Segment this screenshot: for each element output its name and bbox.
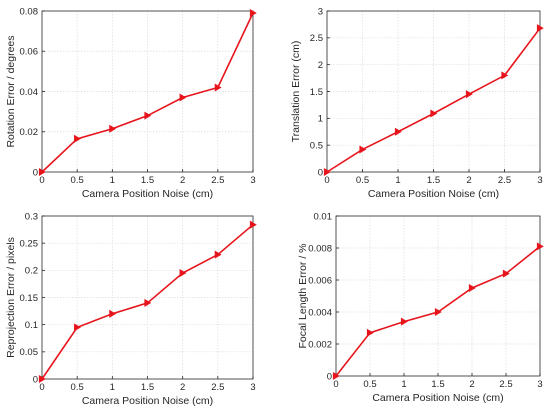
chart-panel-2: 0 0.5 1 1.5 2 2.5 3 0 0.5 1 1.5 2 2.5 3 Camera Positio… (290, 6, 544, 200)
y-tick-label: 0.002 (308, 339, 332, 350)
data-point-marker (38, 374, 46, 384)
data-point-marker (249, 220, 257, 229)
y-tick-label: 0.08 (20, 6, 39, 17)
y-tick-label: 0.1 (25, 320, 38, 331)
data-point-marker (249, 8, 257, 18)
y-tick-label: 0 (318, 167, 323, 178)
data-point-marker (74, 134, 81, 143)
x-tick-label: 2.5 (211, 382, 224, 393)
y-tick-label: 3 (318, 6, 323, 17)
y-tick-label: 1 (318, 114, 323, 125)
chart-panel-3: 0 0.5 1 1.5 2 2.5 3 0 0.05 0.1 0.15 0.2 0.25 0.3 Camer… (5, 211, 257, 407)
data-point-marker (214, 250, 222, 259)
x-axis-label: Camera Position Noise (cm) (368, 188, 499, 200)
y-axis-label: Rotation Error / degrees (5, 35, 17, 147)
data-point-marker (144, 298, 152, 307)
y-tick-label: 0.006 (308, 275, 332, 286)
x-tick-label: 2.5 (211, 175, 224, 186)
x-tick-label: 3 (537, 379, 542, 390)
data-point-marker (502, 269, 510, 278)
chart-panel-4: 0 0.5 1 1.5 2 2.5 3 0 0.002 0.004 0.006 0.008 0.01 Ca… (297, 211, 544, 404)
x-tick-label: 2 (469, 379, 474, 390)
x-axis-label: Camera Position Noise (cm) (82, 188, 213, 200)
x-tick-label: 0.5 (71, 382, 84, 393)
x-tick-label: 1 (395, 175, 400, 186)
data-point-marker (536, 24, 544, 33)
data-point-marker (214, 83, 222, 92)
data-point-marker (434, 307, 442, 317)
chart-panel-1: 0 0.5 1 1.5 2 2.5 3 0 0.02 0.04 0.06 0.08 Camera Pos… (5, 6, 257, 200)
data-point-marker (179, 93, 187, 102)
x-tick-label: 0 (39, 175, 44, 186)
y-tick-label: 0.2 (25, 266, 38, 277)
data-point-marker (430, 109, 438, 118)
x-tick-label: 1.5 (431, 379, 444, 390)
data-point-marker (394, 127, 402, 136)
y-tick-label: 0.25 (20, 239, 39, 250)
data-point-marker (359, 145, 367, 154)
x-tick-label: 1 (110, 382, 115, 393)
x-tick-label: 3 (250, 175, 255, 186)
y-tick-label: 0.06 (20, 47, 39, 58)
data-point-marker (109, 309, 117, 318)
y-axis-label: Focal Length Error / % (297, 243, 309, 348)
data-point-marker (323, 167, 331, 177)
x-tick-label: 1 (110, 175, 115, 186)
y-tick-label: 0.5 (310, 141, 323, 152)
data-point-marker (109, 124, 117, 133)
x-tick-label: 0 (39, 382, 44, 393)
x-tick-label: 0 (324, 175, 329, 186)
x-tick-label: 2 (180, 175, 185, 186)
x-tick-label: 3 (250, 382, 255, 393)
data-point-marker (38, 167, 46, 177)
data-point-marker (332, 371, 340, 381)
y-axis-label: Reprojection Error / pixels (5, 237, 17, 358)
x-tick-label: 0.5 (71, 175, 84, 186)
x-tick-label: 1.5 (427, 175, 440, 186)
y-tick-label: 0.004 (308, 307, 332, 318)
y-tick-label: 0.3 (25, 211, 38, 222)
data-point-marker (179, 269, 187, 278)
data-point-marker (465, 90, 473, 99)
y-axis-label: Translation Error (cm) (290, 41, 302, 143)
data-point-marker (366, 328, 374, 337)
y-tick-label: 0.05 (20, 347, 39, 358)
x-tick-label: 1 (401, 379, 406, 390)
x-tick-label: 0.5 (356, 175, 369, 186)
data-point-marker (144, 111, 152, 120)
data-point-marker (468, 283, 476, 293)
y-tick-label: 0.02 (20, 127, 39, 138)
x-axis-label: Camera Position Noise (cm) (82, 395, 213, 407)
y-tick-label: 0.15 (20, 293, 39, 304)
x-tick-label: 2 (180, 382, 185, 393)
x-tick-label: 2.5 (499, 379, 512, 390)
x-tick-label: 1.5 (141, 175, 154, 186)
data-point-marker (74, 323, 81, 332)
y-tick-label: 1.5 (310, 87, 323, 98)
x-tick-label: 0 (333, 379, 338, 390)
x-axis-label: Camera Position Noise (cm) (372, 392, 503, 404)
y-tick-label: 2.5 (310, 33, 323, 44)
x-tick-label: 2.5 (498, 175, 511, 186)
x-tick-label: 0.5 (363, 379, 376, 390)
y-tick-label: 0.04 (20, 87, 39, 98)
y-tick-label: 0 (33, 374, 38, 385)
x-tick-label: 3 (537, 175, 542, 186)
data-point-marker (400, 317, 408, 326)
y-tick-label: 2 (318, 60, 323, 71)
x-tick-label: 2 (466, 175, 471, 186)
data-point-marker (536, 242, 544, 251)
y-tick-label: 0.01 (314, 211, 333, 222)
data-point-marker (501, 71, 509, 80)
y-tick-label: 0 (33, 167, 38, 178)
x-tick-label: 1.5 (141, 382, 154, 393)
y-tick-label: 0.008 (308, 243, 332, 254)
y-tick-label: 0 (327, 371, 332, 382)
